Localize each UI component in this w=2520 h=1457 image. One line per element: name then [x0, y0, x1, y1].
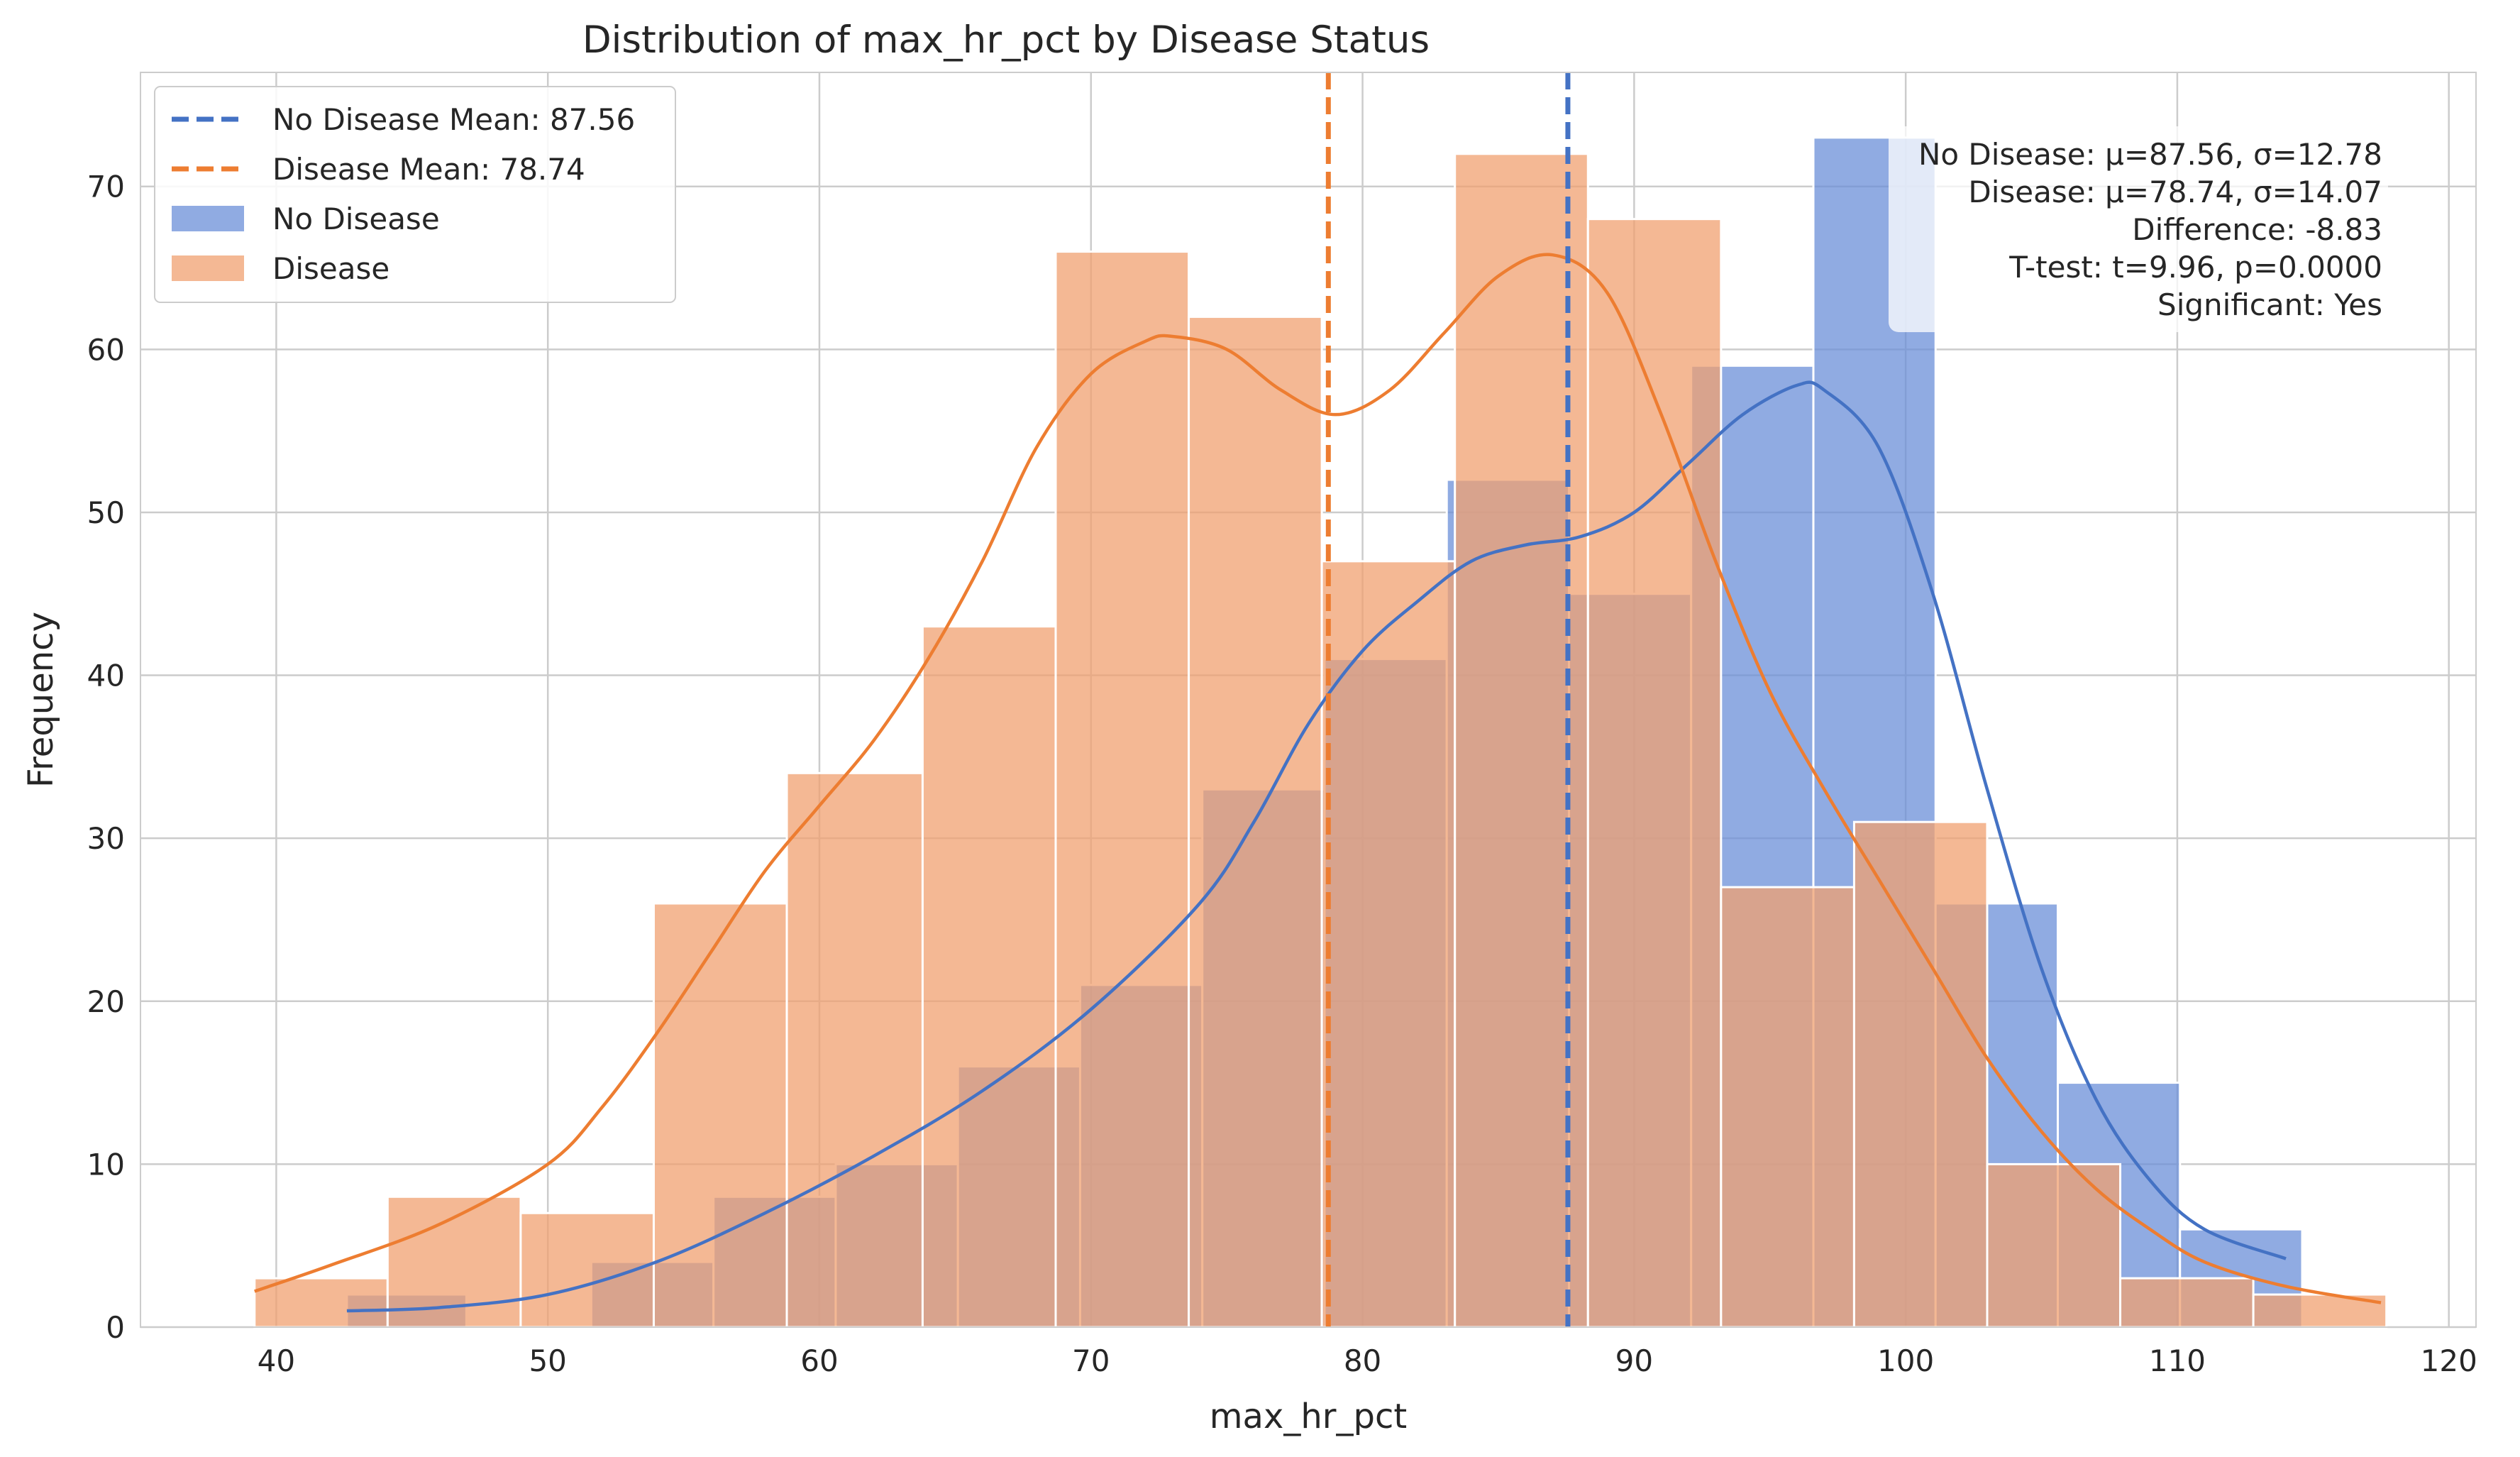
y-tick-label: 50	[87, 495, 125, 530]
x-tick-label: 90	[1615, 1343, 1653, 1378]
legend-item-disease: Disease	[272, 251, 389, 286]
x-tick-label: 50	[529, 1343, 566, 1378]
bar-disease	[652, 902, 788, 1329]
y-tick-label: 70	[87, 170, 125, 204]
legend-frame	[154, 86, 676, 303]
mean-lines	[1325, 72, 1571, 1327]
x-tick-label: 70	[1072, 1343, 1110, 1378]
y-tick-label: 10	[87, 1147, 125, 1182]
y-tick-label: 30	[87, 821, 125, 856]
x-tick-label: 80	[1344, 1343, 1381, 1378]
legend-item-disease-swatch	[172, 255, 244, 281]
legend: No Disease Mean: 87.56 Disease Mean: 78.7…	[154, 86, 676, 303]
stats-line: Significant: Yes	[2157, 287, 2382, 322]
x-tick-label: 60	[800, 1343, 838, 1378]
y-tick-label: 20	[87, 984, 125, 1019]
bar-disease	[1586, 218, 1723, 1329]
stats-box-background	[1889, 126, 2388, 332]
y-axis-label: Frequency	[21, 612, 61, 788]
axis-ticks: 40 50 60 70 80 90 100 110 120 0 10 20 30 40 50 60 70	[87, 170, 2477, 1378]
kde-curves	[254, 253, 2382, 1313]
bar-disease	[1720, 886, 1855, 1329]
bar-disease	[2119, 1277, 2255, 1329]
stats-line: Difference: -8.83	[2132, 212, 2382, 247]
y-tick-label: 60	[87, 332, 125, 367]
bar-disease	[1852, 820, 1989, 1329]
x-tick-label: 110	[2149, 1343, 2206, 1378]
legend-item-no-disease-swatch	[172, 206, 244, 231]
x-tick-label: 120	[2421, 1343, 2477, 1378]
bar-disease	[921, 625, 1057, 1329]
stats-line: T-test: t=9.96, p=0.0000	[2008, 250, 2382, 285]
histogram-bars	[253, 136, 2388, 1329]
y-tick-label: 40	[87, 659, 125, 693]
bar-disease	[1986, 1162, 2122, 1329]
x-tick-label: 100	[1877, 1343, 1934, 1378]
kde-curve-disease	[254, 253, 2382, 1304]
x-axis-label: max_hr_pct	[1210, 1397, 1407, 1436]
plot-frame	[140, 72, 2477, 1328]
legend-item-no-disease-mean: No Disease Mean: 87.56	[272, 102, 635, 137]
bar-disease	[1054, 251, 1190, 1329]
chart-title: Distribution of max_hr_pct by Disease St…	[582, 18, 1430, 62]
kde-curve-no-disease	[346, 380, 2287, 1313]
y-tick-label: 0	[106, 1310, 125, 1345]
stats-line: No Disease: μ=87.56, σ=12.78	[1918, 137, 2382, 172]
bar-disease	[785, 771, 924, 1329]
legend-item-no-disease: No Disease	[272, 202, 440, 236]
x-tick-label: 40	[258, 1343, 295, 1378]
stats-line: Disease: μ=78.74, σ=14.07	[1968, 175, 2382, 209]
legend-item-disease-mean: Disease Mean: 78.74	[272, 152, 585, 187]
bar-disease	[253, 1277, 389, 1329]
